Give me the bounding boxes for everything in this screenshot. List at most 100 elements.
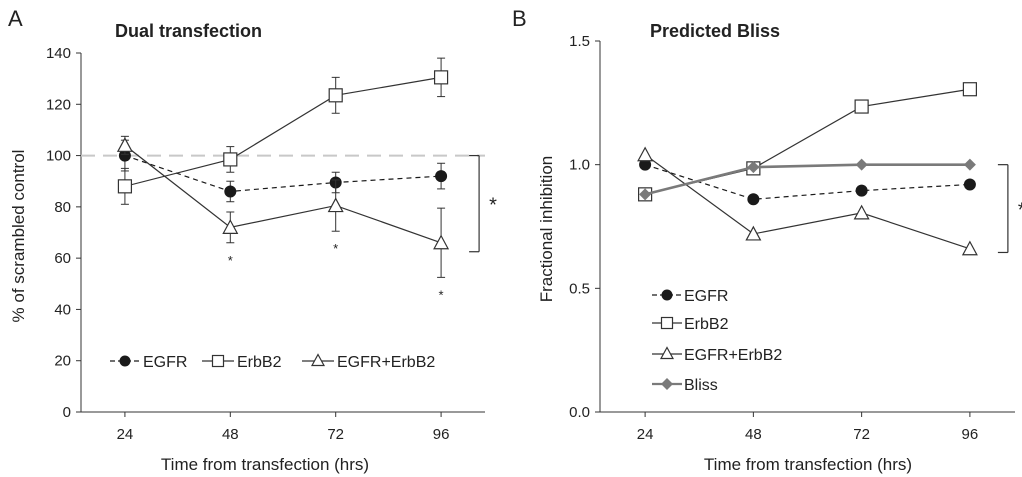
x-tick-label: 72 bbox=[853, 426, 870, 443]
y-tick-label: 0 bbox=[63, 404, 71, 421]
data-point bbox=[745, 225, 762, 241]
data-point bbox=[116, 137, 133, 152]
data-point bbox=[747, 161, 760, 174]
significance-star: * bbox=[439, 287, 444, 302]
y-tick-label: 100 bbox=[46, 148, 71, 165]
legend-label: EGFR bbox=[684, 288, 728, 305]
legend-label: EGFR bbox=[143, 354, 187, 371]
data-point bbox=[747, 193, 760, 206]
diamond-filled-marker bbox=[661, 378, 673, 390]
x-tick-label: 24 bbox=[117, 426, 134, 443]
series-line bbox=[124, 76, 442, 187]
y-tick-label: 40 bbox=[54, 301, 71, 318]
y-tick-label: 20 bbox=[54, 353, 71, 370]
y-tick-label: 1.5 bbox=[569, 33, 590, 50]
y-tick-label: 120 bbox=[46, 96, 71, 113]
y-tick-label: 60 bbox=[54, 250, 71, 267]
y-tick-label: 80 bbox=[54, 199, 71, 216]
square-open-marker bbox=[211, 354, 225, 368]
data-point bbox=[433, 234, 450, 250]
y-tick-label: 1.0 bbox=[569, 157, 590, 174]
legend-label: EGFR+ErbB2 bbox=[684, 347, 782, 364]
chart-panel-b: B Predicted Bliss Fractional inhibition … bbox=[512, 6, 1022, 474]
data-point bbox=[327, 197, 344, 213]
series-erbb2 bbox=[117, 57, 449, 205]
y-ticks-b: 0.0 0.5 1.0 1.5 bbox=[569, 33, 600, 421]
square-open-marker bbox=[660, 316, 674, 330]
x-tick-label: 96 bbox=[962, 426, 979, 443]
data-point bbox=[118, 149, 131, 162]
data-point bbox=[855, 158, 868, 171]
series-egfr-erbb2 bbox=[637, 146, 978, 256]
bracket-star: * bbox=[1018, 200, 1022, 222]
x-tick-label: 24 bbox=[637, 426, 654, 443]
series-line bbox=[124, 155, 442, 193]
x-axis-label-a: Time from transfection (hrs) bbox=[161, 455, 369, 474]
y-axis-label-b: Fractional inhibition bbox=[537, 156, 556, 302]
legend-label: EGFR+ErbB2 bbox=[337, 354, 435, 371]
legend-b: EGFR ErbB2 EGFR+ErbB2 Bliss bbox=[652, 288, 782, 394]
data-point bbox=[962, 82, 977, 97]
x-axis-label-b: Time from transfection (hrs) bbox=[704, 455, 912, 474]
data-point bbox=[637, 146, 654, 162]
y-axis-label-a: % of scrambled control bbox=[9, 150, 28, 323]
data-point bbox=[222, 219, 239, 234]
legend-label: ErbB2 bbox=[237, 354, 282, 371]
series-group-b bbox=[637, 82, 978, 256]
x-tick-label: 48 bbox=[222, 426, 239, 443]
series-group-a bbox=[116, 57, 450, 278]
data-point bbox=[853, 204, 870, 220]
x-tick-label: 96 bbox=[433, 426, 450, 443]
legend-a-egfr-erbb2: EGFR+ErbB2 bbox=[302, 353, 435, 371]
significance-bracket-b: * bbox=[997, 164, 1022, 254]
series-bliss bbox=[639, 158, 976, 201]
data-point bbox=[963, 178, 976, 191]
bracket-star: * bbox=[489, 195, 497, 217]
legend-b-bliss: Bliss bbox=[652, 377, 718, 394]
data-point bbox=[639, 188, 652, 201]
x-ticks-b: 24 48 72 96 bbox=[637, 412, 978, 443]
circle-filled-marker bbox=[119, 355, 131, 367]
data-point bbox=[639, 158, 652, 171]
legend-a: EGFR ErbB2 EGFR+ErbB2 bbox=[110, 353, 435, 371]
significance-star: * bbox=[228, 253, 233, 268]
data-point bbox=[223, 152, 238, 167]
chart-title-a: Dual transfection bbox=[115, 21, 262, 41]
legend-label: Bliss bbox=[684, 377, 718, 394]
series-egfr bbox=[118, 139, 448, 203]
y-tick-label: 0.5 bbox=[569, 280, 590, 297]
chart-panel-a: A Dual transfection % of scrambled contr… bbox=[8, 6, 497, 474]
x-tick-label: 48 bbox=[745, 426, 762, 443]
series-line bbox=[644, 88, 970, 195]
data-point bbox=[433, 70, 449, 85]
chart-title-b: Predicted Bliss bbox=[650, 21, 780, 41]
y-tick-label: 0.0 bbox=[569, 404, 590, 421]
legend-b-egfr: EGFR bbox=[652, 288, 728, 305]
legend-a-egfr: EGFR bbox=[110, 354, 187, 371]
legend-a-erbb2: ErbB2 bbox=[202, 354, 282, 371]
legend-label: ErbB2 bbox=[684, 316, 729, 333]
y-tick-label: 140 bbox=[46, 45, 71, 62]
legend-b-erbb2: ErbB2 bbox=[652, 316, 729, 333]
data-point bbox=[117, 179, 133, 194]
series-line bbox=[644, 163, 970, 196]
significance-stars-a: * * * bbox=[228, 241, 444, 302]
series-line bbox=[124, 144, 442, 244]
data-point bbox=[961, 240, 978, 256]
series-egfr-erbb2 bbox=[116, 135, 450, 278]
panel-label-a: A bbox=[8, 6, 23, 31]
data-point bbox=[963, 158, 976, 171]
significance-star: * bbox=[333, 241, 338, 256]
data-point bbox=[855, 184, 868, 197]
significance-bracket-a: * bbox=[469, 154, 497, 253]
legend-b-egfr-erbb2: EGFR+ErbB2 bbox=[652, 346, 782, 364]
data-point bbox=[854, 99, 869, 114]
y-ticks-a: 0 20 40 60 80 100 120 140 bbox=[46, 45, 81, 421]
data-point bbox=[435, 170, 448, 183]
x-ticks-a: 24 48 72 96 bbox=[117, 412, 450, 443]
data-point bbox=[224, 185, 237, 198]
series-line bbox=[644, 154, 971, 250]
triangle-open-marker bbox=[310, 353, 326, 367]
x-tick-label: 72 bbox=[327, 426, 344, 443]
